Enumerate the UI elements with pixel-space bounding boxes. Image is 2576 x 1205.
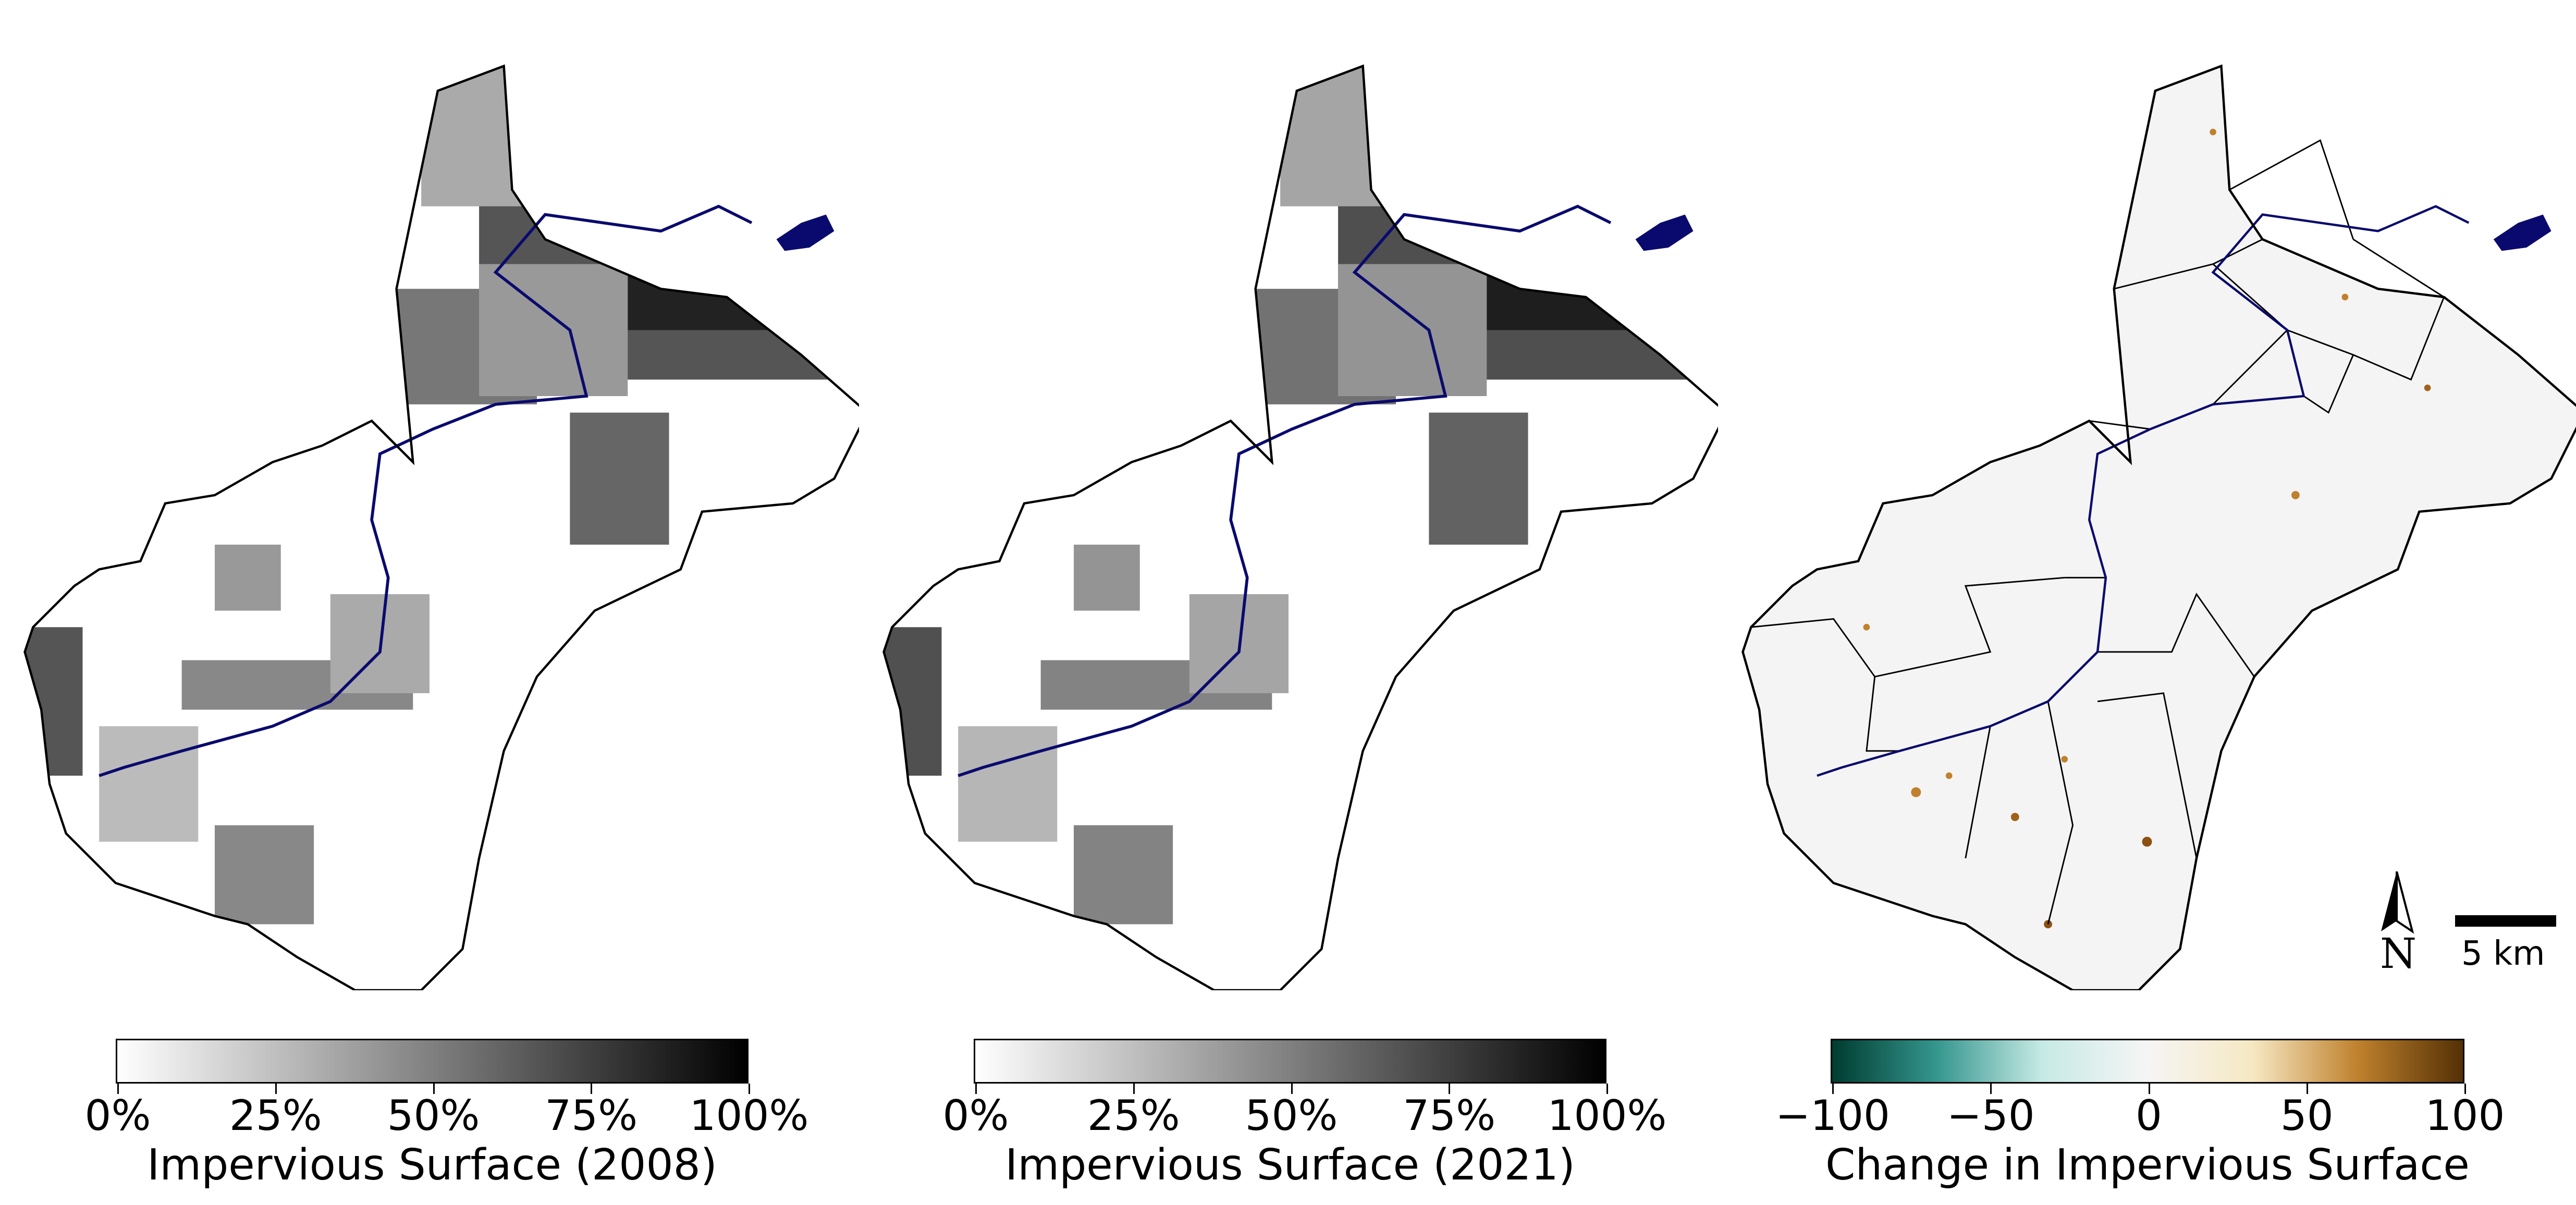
- colorbar-tick-label: 0%: [942, 1091, 1009, 1140]
- colorbar-tick-label: −50: [1946, 1091, 2035, 1140]
- reservoir: [776, 214, 835, 251]
- colorbar-tick-label: 100%: [689, 1091, 809, 1140]
- colorbar-tick: [1291, 1084, 1293, 1094]
- colorbar-title: Change in Impervious Surface: [1825, 1140, 2470, 1190]
- colorbar-tick-label: 75%: [545, 1091, 638, 1140]
- colorbar-tick-label: 50: [2280, 1091, 2334, 1140]
- colorbar-2021: 0% 25% 50% 75% 100%: [943, 1039, 1666, 1137]
- river: [1817, 205, 2470, 777]
- map-panel-2008: [0, 0, 859, 990]
- colorbar-2008: 0% 25% 50% 75% 100%: [85, 1039, 808, 1137]
- colorbar-tick: [1133, 1084, 1135, 1094]
- colorbar-change: −100 −50 0 50 100: [1775, 1039, 2505, 1137]
- colorbar-tick-label: 25%: [1087, 1091, 1180, 1140]
- reservoir: [2493, 214, 2552, 251]
- colorbar-tick: [1832, 1084, 1834, 1094]
- region-fill: [1743, 66, 2576, 990]
- district-boundaries: [1751, 139, 2445, 925]
- colorbar-title: Impervious Surface (2008): [147, 1140, 717, 1190]
- colorbar-tick: [2306, 1084, 2308, 1094]
- colorbar-tick-label: 0: [2136, 1091, 2162, 1140]
- colorbar-tick-label: 100: [2425, 1091, 2505, 1140]
- colorbar-tick-label: 100%: [1547, 1091, 1667, 1140]
- scale-bar-label: 5 km: [2461, 935, 2545, 973]
- colorbar-tick: [975, 1084, 977, 1094]
- colorbar-tick: [1606, 1084, 1608, 1094]
- scale-bar: [2455, 915, 2556, 927]
- map-panel-2021: [859, 0, 1718, 990]
- colorbar-tick-label: 75%: [1403, 1091, 1496, 1140]
- colorbar-tick: [117, 1084, 119, 1094]
- colorbar-tick-label: 25%: [229, 1091, 322, 1140]
- colorbar-tick: [591, 1084, 593, 1094]
- north-arrow-icon: [2381, 871, 2414, 934]
- colorbar-tick: [1990, 1084, 1992, 1094]
- colorbar-tick: [749, 1084, 750, 1094]
- map-panel-change: [1718, 0, 2576, 990]
- colorbar-tick: [1449, 1084, 1451, 1094]
- colorbar-tick: [275, 1084, 277, 1094]
- colorbar-tick-label: 50%: [1245, 1091, 1338, 1140]
- colorbar-tick-label: 0%: [84, 1091, 151, 1140]
- reservoir: [1635, 214, 1694, 251]
- colorbar-title: Impervious Surface (2021): [1005, 1140, 1575, 1190]
- river: [958, 204, 1612, 778]
- change-hotspots: [1863, 129, 2431, 929]
- river: [99, 204, 753, 778]
- colorbar-tick: [2148, 1084, 2150, 1094]
- colorbar-tick: [433, 1084, 435, 1094]
- colorbar-tick-label: 50%: [387, 1091, 480, 1140]
- colorbar-tick-label: −100: [1775, 1091, 1890, 1140]
- colorbar-tick: [2464, 1084, 2466, 1094]
- north-arrow-label: N: [2380, 929, 2416, 978]
